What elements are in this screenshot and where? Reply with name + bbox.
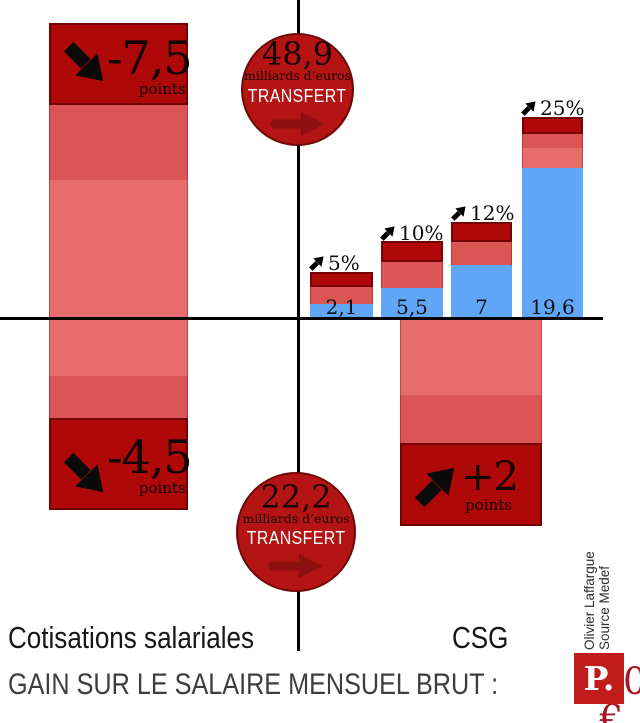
- transfer-top-amount: 48,9: [261, 35, 334, 74]
- bar2-red-cap: [381, 241, 443, 262]
- transfer-arrow-icon: [268, 554, 323, 579]
- increase-arrow-icon: [309, 255, 324, 271]
- cotisations-axis-label-text: Cotisations salariales: [8, 620, 255, 655]
- bar3-blue: [451, 265, 512, 317]
- transfer-circle-bottom: 22,2 milliards d’euros TRANSFERT: [236, 472, 356, 592]
- bar4-percent-label: 25%: [540, 96, 585, 120]
- csg-segment-upper: [400, 319, 542, 395]
- gain-label: GAIN SUR LE SALAIRE MENSUEL BRUT :: [8, 668, 499, 701]
- cotisations-bottom-unit: points: [138, 479, 186, 497]
- bar3-percent-label: 12%: [470, 201, 515, 225]
- cotisations-segment-upper: [49, 105, 188, 180]
- decrease-arrow-icon: [63, 41, 104, 82]
- bar4-percent: 25%: [520, 96, 584, 120]
- bar4-salmon-lower: [522, 148, 583, 168]
- transfer-bottom-unit: milliards d’euros: [242, 510, 350, 526]
- vertical-axis: [297, 0, 300, 651]
- decrease-arrow-icon: [63, 452, 104, 493]
- bar2-blue: [381, 288, 443, 317]
- bar2-percent: 10%: [379, 221, 443, 245]
- bar1-percent-label: 5%: [328, 251, 360, 275]
- bar4-salmon-upper: [522, 134, 583, 148]
- credits: Olivier Laffargue Source Medef: [582, 551, 612, 650]
- bar1-salmon: [310, 287, 373, 304]
- bar2-value: 5,5: [396, 295, 428, 319]
- csg-change: +2: [461, 453, 519, 500]
- publisher-logo-letter: P.: [583, 659, 615, 698]
- bar4-red-cap: [522, 117, 583, 134]
- cotisations-top-unit: points: [138, 80, 186, 98]
- transfer-bottom-amount: 22,2: [260, 477, 332, 516]
- bar1-red-cap: [310, 272, 373, 287]
- csg-unit: points: [465, 495, 512, 514]
- bar1-value: 2,1: [325, 295, 358, 319]
- cotisations-axis-label: Cotisations salariales: [8, 620, 301, 656]
- increase-arrow-icon: [414, 467, 455, 507]
- publisher-logo: P.: [574, 653, 624, 704]
- cotisations-segment-middle: [49, 180, 188, 376]
- bar1-blue: [310, 304, 373, 317]
- increase-arrow-icon: [521, 100, 536, 116]
- cotisations-bottom-change: -4,5: [107, 430, 193, 484]
- increase-arrow-icon: [380, 225, 395, 241]
- bar4-blue: [522, 168, 583, 317]
- transfer-arrow-icon: [270, 111, 325, 136]
- cotisations-segment-lower: [49, 376, 188, 418]
- transfer-circle-top: 48,9 milliards d’euros TRANSFERT: [241, 33, 354, 146]
- csg-axis-label-text: CSG: [452, 620, 509, 655]
- bar3-value: 7: [475, 295, 488, 319]
- csg-block: +2 points: [400, 443, 542, 526]
- cotisations-top-change: -7,5: [107, 31, 193, 85]
- horizontal-axis: [0, 317, 603, 320]
- transfer-bottom-label: TRANSFERT: [246, 528, 346, 549]
- bar4-value: 19,6: [530, 295, 575, 319]
- cotisations-bottom-block: -4,5 points: [49, 418, 193, 510]
- bar3-salmon: [451, 242, 512, 265]
- bar1-percent: 5%: [308, 251, 360, 275]
- bar2-salmon: [381, 262, 443, 288]
- gain-line: GAIN SUR LE SALAIRE MENSUEL BRUT : 50,8 …: [8, 663, 640, 723]
- csg-segment-lower: [400, 395, 542, 443]
- credit-source: Source Medef: [597, 565, 612, 650]
- credit-author: Olivier Laffargue: [582, 551, 597, 650]
- csg-axis-label: CSG: [452, 620, 519, 656]
- bar2-percent-label: 10%: [399, 221, 444, 245]
- bar3-percent: 12%: [450, 201, 514, 225]
- transfer-top-label: TRANSFERT: [248, 85, 347, 106]
- increase-arrow-icon: [451, 205, 466, 221]
- cotisations-top-block: -7,5 points: [49, 23, 193, 105]
- transfer-top-unit: milliards d’euros: [243, 68, 351, 84]
- bar3-red-cap: [451, 222, 512, 242]
